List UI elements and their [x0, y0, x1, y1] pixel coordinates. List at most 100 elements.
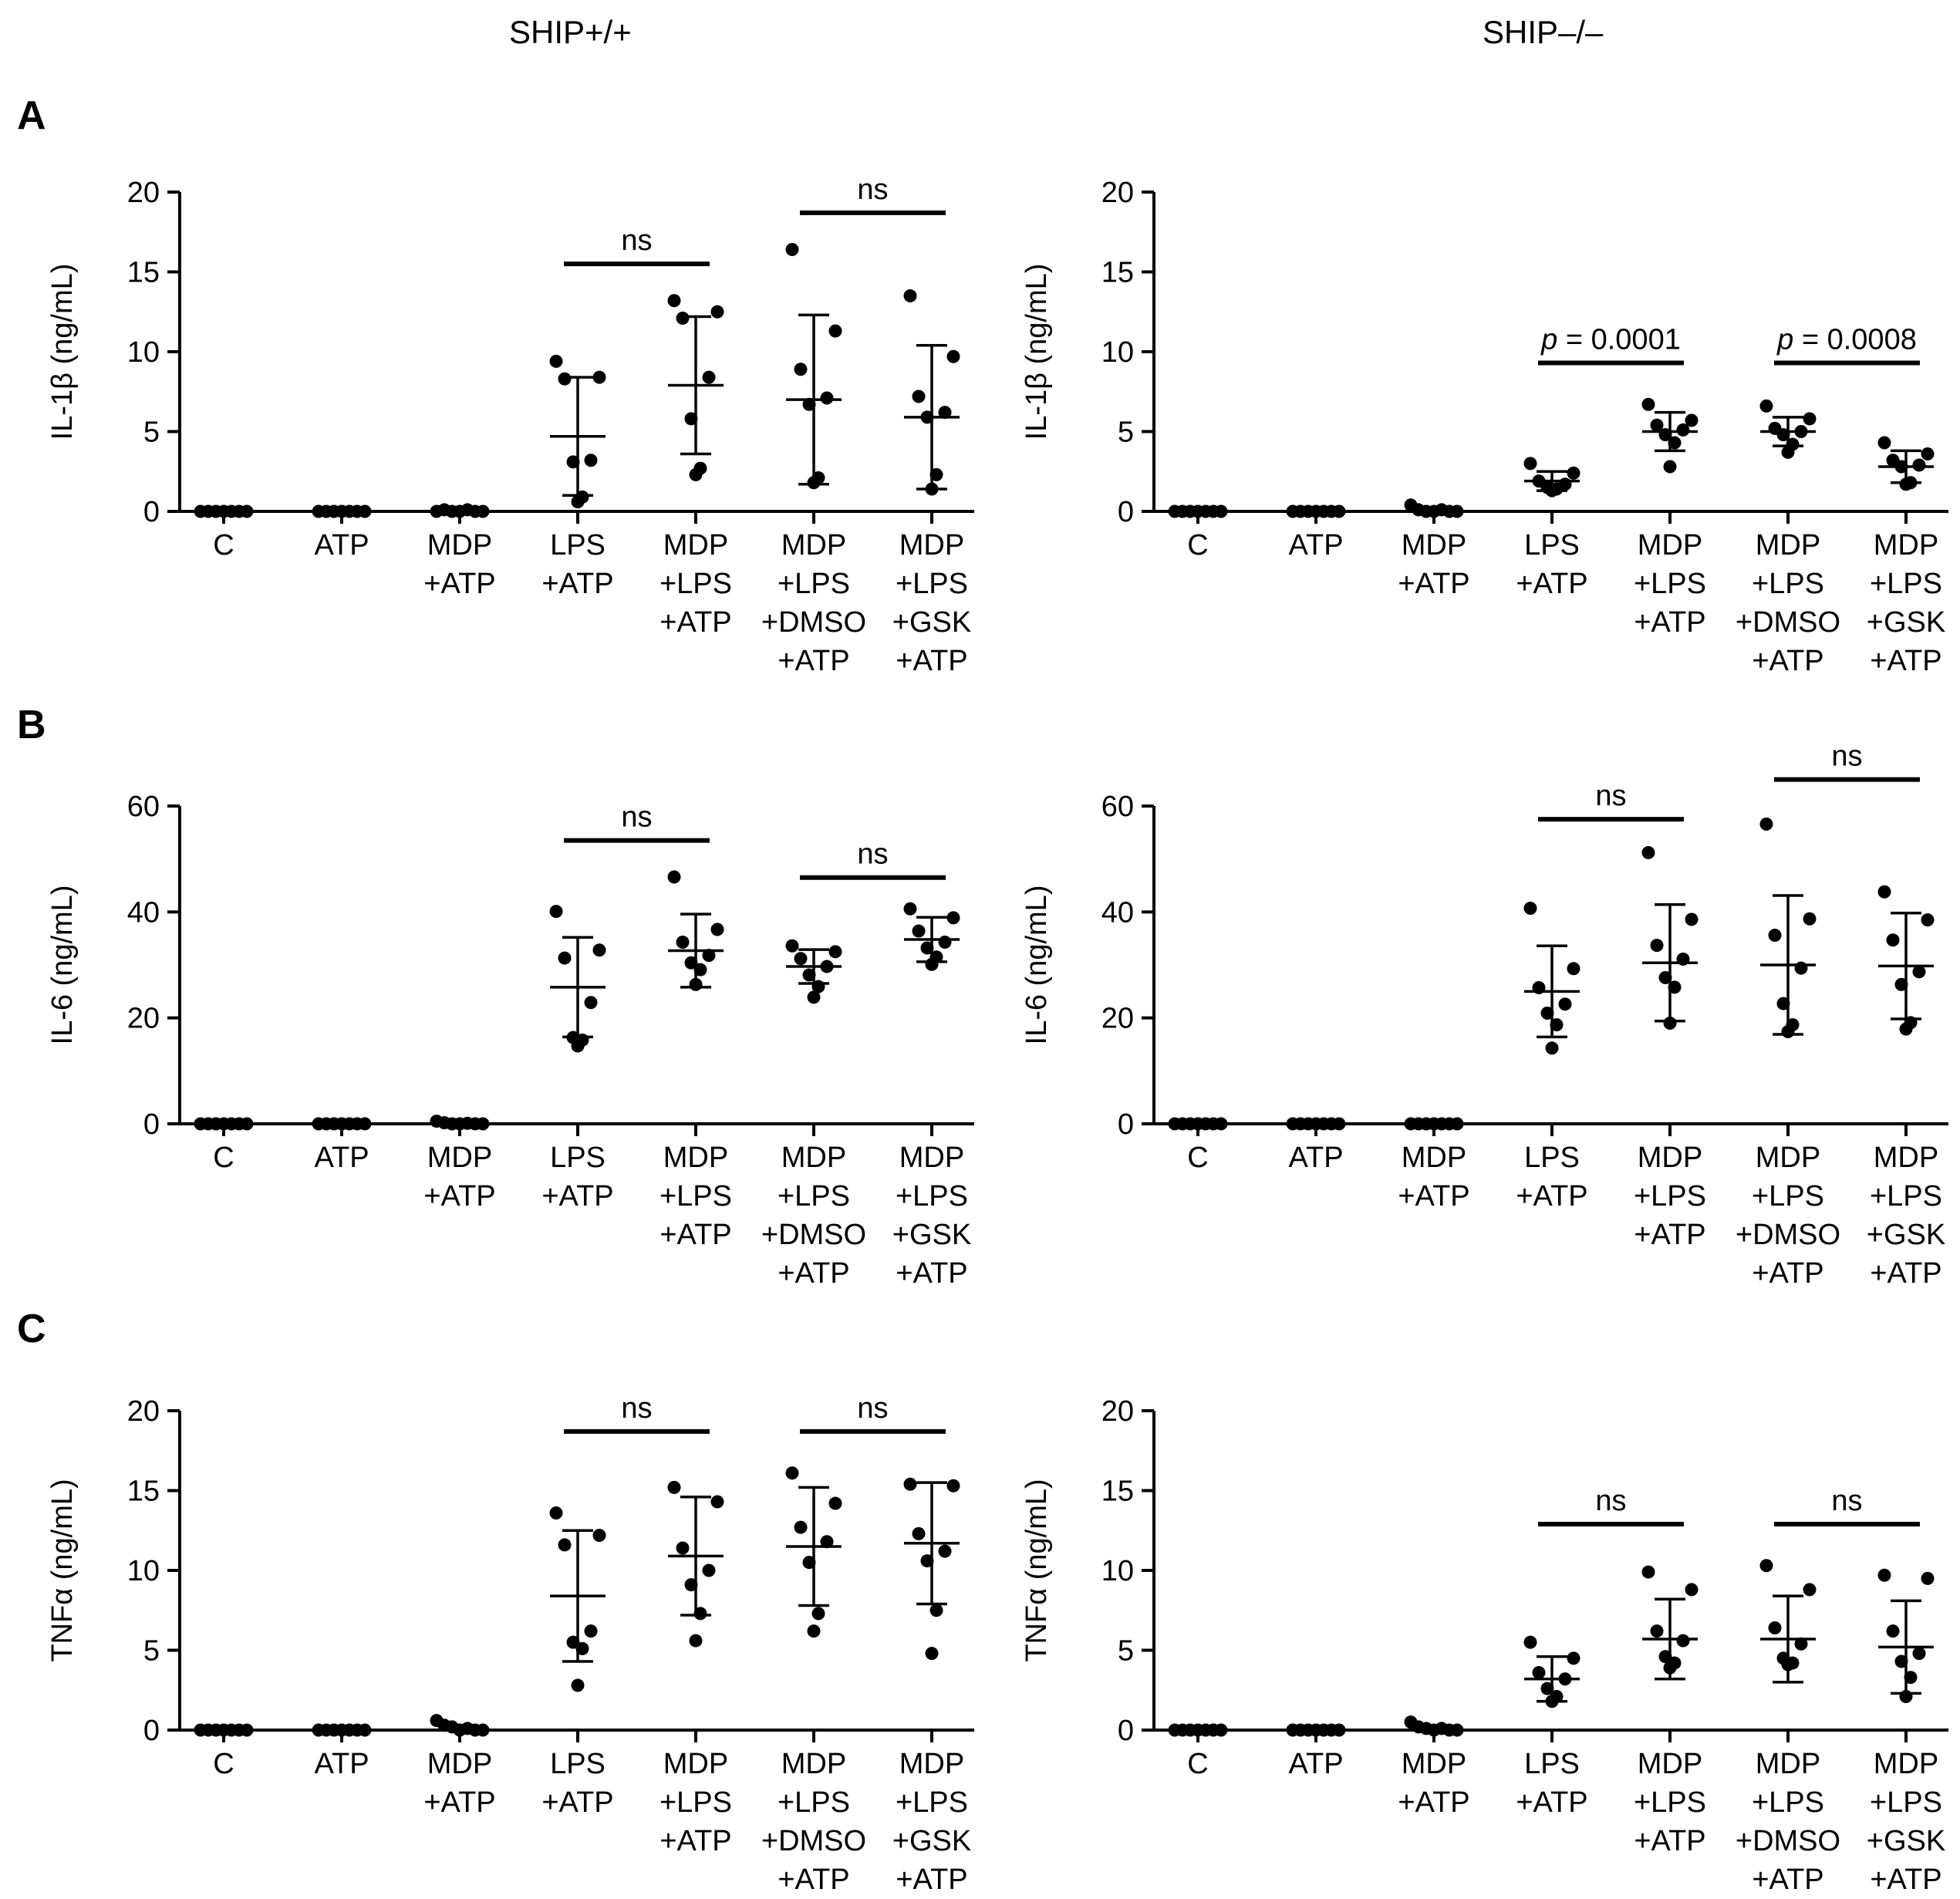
b-right-category-label: +LPS: [1752, 1180, 1824, 1213]
c-left-category-label: +ATP: [660, 1825, 731, 1857]
a-right-data-point: [1781, 445, 1795, 459]
column-title-ship-wt: SHIP+/+: [509, 14, 632, 50]
a-right-data-point: [1214, 504, 1228, 518]
a-left-data-point: [358, 504, 372, 518]
a-left-data-point: [794, 363, 808, 376]
c-left-category-label: +DMSO: [761, 1825, 866, 1857]
b-right-category-label: +ATP: [1752, 1257, 1823, 1290]
c-right-data-point: [1803, 1583, 1817, 1597]
c-right-y-tick-label: 0: [1118, 1715, 1134, 1747]
c-left-category-label: LPS: [550, 1748, 606, 1780]
c-left-data-point: [807, 1624, 821, 1638]
c-left-data-point: [240, 1723, 254, 1737]
b-left-data-point: [571, 1039, 585, 1053]
a-left-category-label: MDP: [899, 529, 964, 562]
a-left-data-point: [558, 372, 572, 386]
c-right-data-point: [1532, 1665, 1546, 1679]
a-left-category-label: +LPS: [896, 568, 968, 600]
a-right-data-point: [1899, 477, 1913, 491]
a-left-data-point: [946, 349, 960, 363]
c-left-category-label: +ATP: [778, 1864, 849, 1896]
c-left-category-label: MDP: [899, 1748, 964, 1780]
a-right-category-label: MDP: [1756, 529, 1820, 562]
a-left-category-label: +DMSO: [761, 606, 866, 639]
b-right-data-point: [1685, 912, 1699, 926]
a-left-category-label: C: [213, 529, 234, 562]
c-right-category-label: +LPS: [1870, 1786, 1942, 1819]
a-right-y-tick-label: 10: [1101, 336, 1134, 369]
a-right-category-label: MDP: [1402, 529, 1466, 562]
c-left-data-point: [592, 1528, 606, 1542]
c-right-category-label: +ATP: [1516, 1786, 1587, 1819]
c-right-y-tick-label: 10: [1101, 1555, 1134, 1587]
b-right-y-tick-label: 0: [1118, 1108, 1134, 1141]
c-right-category-label: MDP: [1638, 1748, 1702, 1780]
a-right-category-label: +ATP: [1870, 645, 1941, 677]
b-right-category-label: +ATP: [1634, 1219, 1705, 1251]
c-left-data-point: [358, 1723, 372, 1737]
c-left-data-point: [476, 1723, 490, 1737]
b-right-y-tick-label: 60: [1101, 791, 1134, 823]
a-left-y-axis-label: IL-1β (ng/mL): [46, 264, 79, 440]
a-right-data-point: [1450, 504, 1464, 518]
b-right-category-label: +LPS: [1634, 1180, 1706, 1213]
a-left-data-point: [912, 390, 926, 403]
c-right-category-label: MDP: [1402, 1748, 1466, 1780]
c-left-category-label: +GSK: [892, 1825, 971, 1857]
b-left-category-label: MDP: [663, 1142, 728, 1174]
b-left-category-label: MDP: [781, 1142, 846, 1174]
b-left-data-point: [794, 952, 808, 966]
c-right-data-point: [1794, 1637, 1808, 1651]
panel-letter-b: B: [17, 703, 46, 747]
b-right-category-label: C: [1187, 1142, 1208, 1174]
a-right-y-tick-label: 0: [1118, 496, 1134, 528]
c-right-data-point: [1685, 1583, 1699, 1597]
b-left-data-point: [592, 943, 606, 957]
c-left-category-label: ATP: [314, 1748, 369, 1780]
a-right-category-label: ATP: [1288, 529, 1343, 562]
b-left-category-label: +LPS: [896, 1180, 968, 1213]
a-right-data-point: [1332, 504, 1346, 518]
c-left-data-point: [938, 1544, 952, 1558]
b-right-data-point: [1921, 913, 1935, 927]
a-right-y-tick-label: 20: [1101, 177, 1134, 209]
a-right-category-label: +ATP: [1516, 568, 1587, 600]
c-left-category-label: +LPS: [778, 1786, 850, 1819]
c-right-data-point: [1523, 1635, 1537, 1649]
c-right-category-label: +ATP: [1752, 1864, 1823, 1896]
c-right-category-label: +ATP: [1398, 1786, 1469, 1819]
a-right-category-label: +LPS: [1870, 568, 1942, 600]
a-left-data-point: [667, 294, 681, 308]
c-right-category-label: MDP: [1756, 1748, 1820, 1780]
a-right-data-point: [1685, 413, 1699, 427]
b-left-comparison-label: ns: [621, 801, 652, 834]
a-left-data-point: [710, 305, 724, 319]
c-right-category-label: C: [1187, 1748, 1208, 1780]
a-left-category-label: ATP: [314, 529, 369, 562]
b-right-data-point: [1803, 912, 1817, 926]
b-right-data-point: [1545, 1041, 1559, 1055]
c-left-data-point: [903, 1477, 917, 1491]
c-left-category-label: +LPS: [896, 1786, 968, 1819]
b-right-data-point: [1912, 965, 1926, 979]
c-right-category-label: MDP: [1874, 1748, 1938, 1780]
a-right-data-point: [1567, 466, 1580, 480]
b-left-data-point: [938, 935, 952, 949]
b-right-comparison-label: ns: [1831, 740, 1862, 773]
b-left-category-label: +ATP: [541, 1180, 613, 1213]
c-left-data-point: [929, 1604, 943, 1617]
b-right-data-point: [1768, 929, 1782, 943]
b-right-comparison-label: ns: [1595, 780, 1626, 812]
a-right-category-label: MDP: [1638, 529, 1702, 562]
c-left-category-label: +LPS: [660, 1786, 732, 1819]
c-right-category-label: +ATP: [1870, 1864, 1941, 1896]
a-right-comparison-label: p = 0.0001: [1540, 323, 1681, 356]
c-left-data-point: [571, 1678, 585, 1692]
c-right-data-point: [1768, 1621, 1782, 1635]
b-left-y-tick-label: 60: [127, 791, 160, 823]
c-left-data-point: [549, 1506, 563, 1520]
c-left-data-point: [558, 1538, 572, 1552]
c-right-data-point: [1650, 1624, 1664, 1638]
a-left-data-point: [549, 354, 563, 368]
a-left-y-tick-label: 20: [127, 177, 160, 209]
